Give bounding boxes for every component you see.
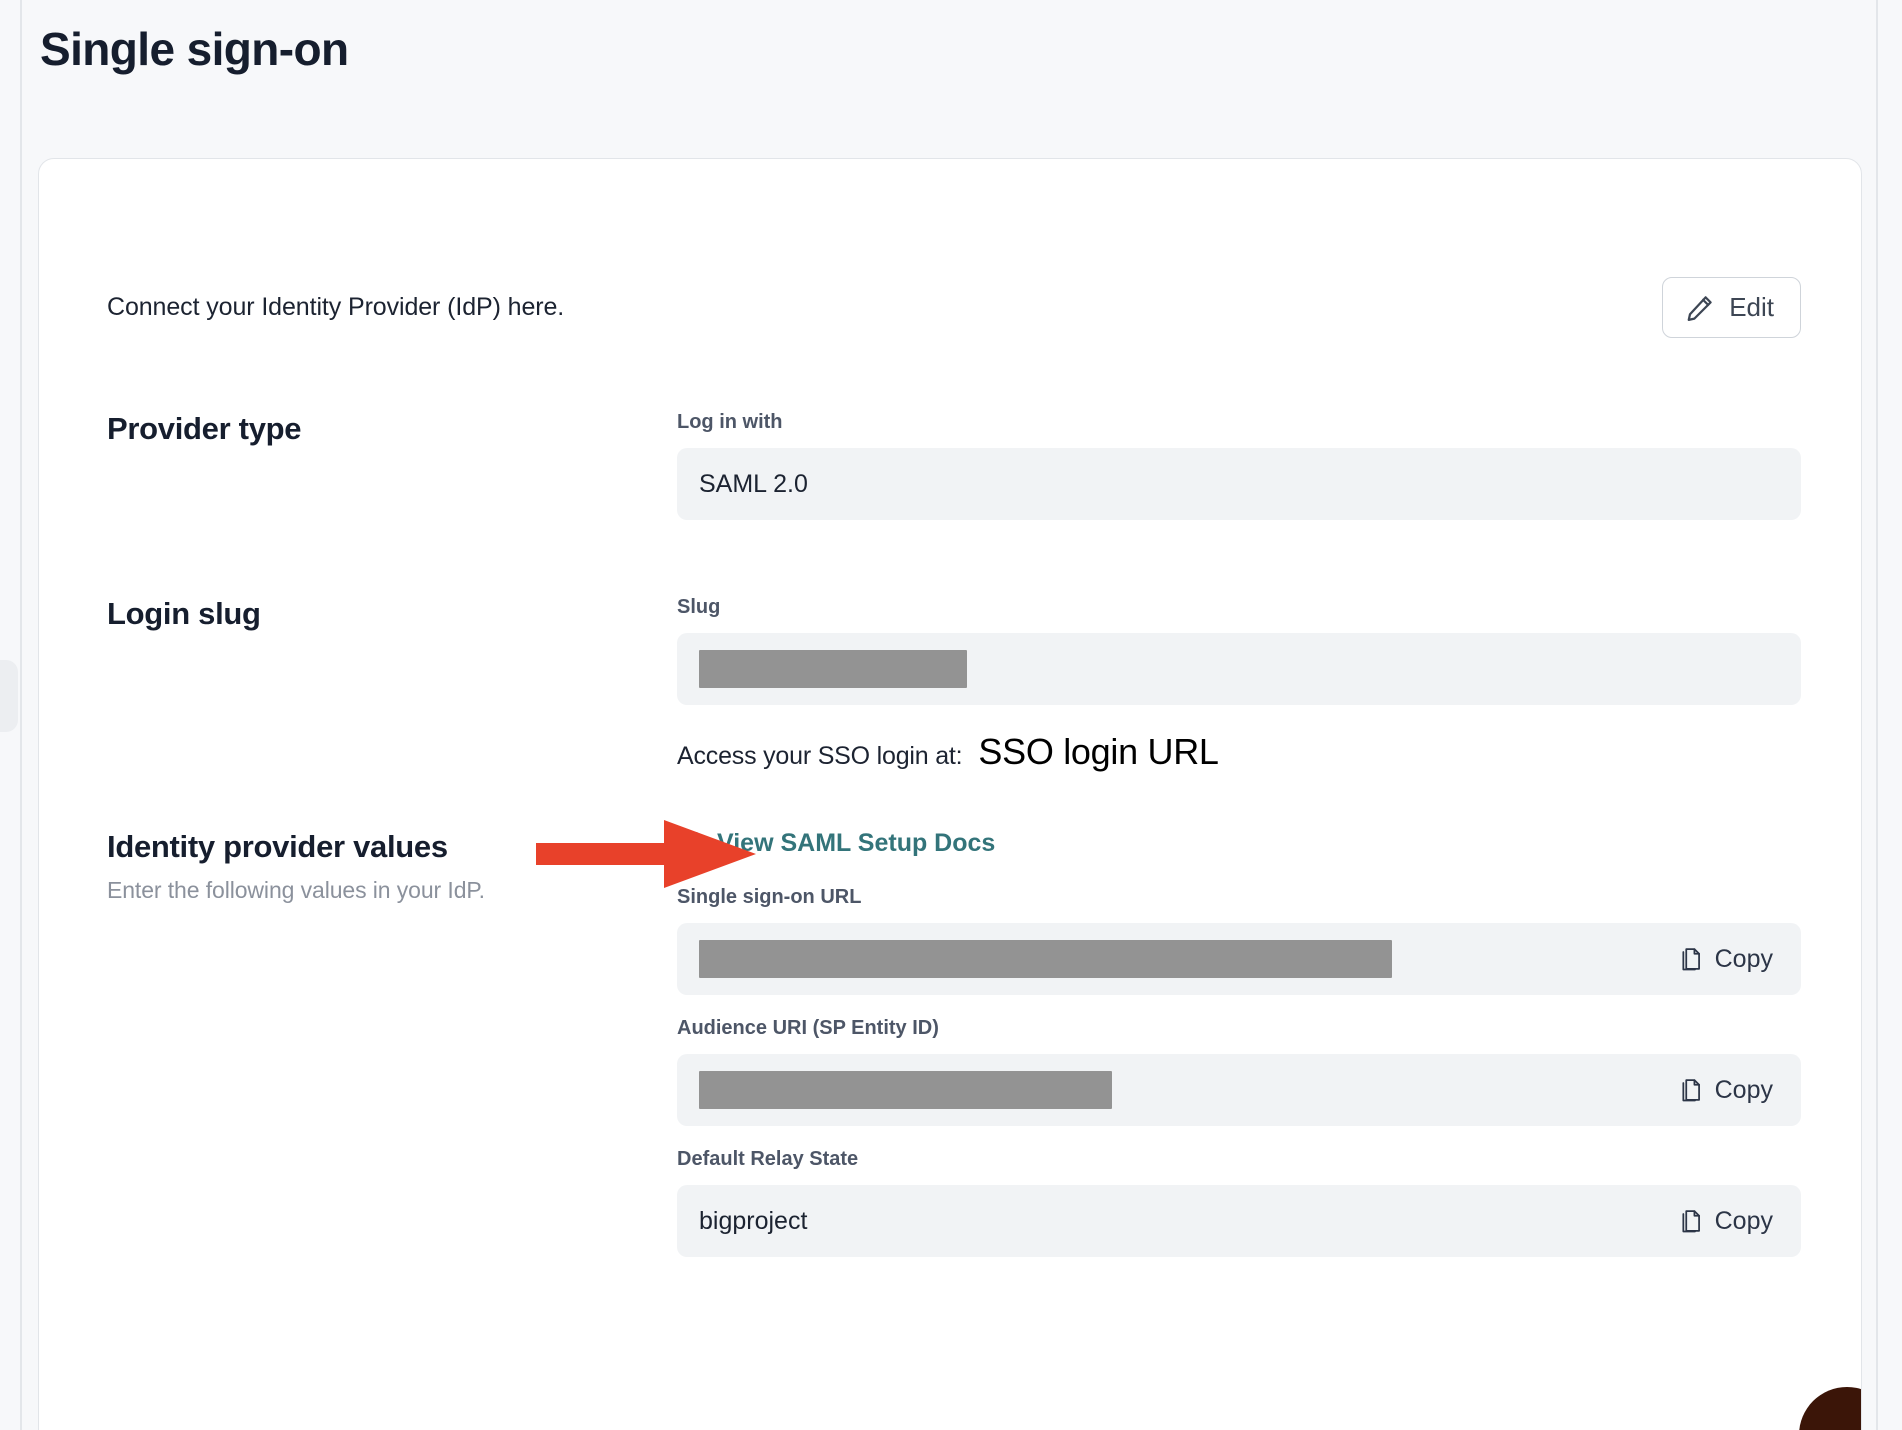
slug-field[interactable]: [677, 633, 1801, 705]
single-sign-on-url-redacted-value: [699, 940, 1392, 978]
annotation-arrow-icon: [536, 816, 756, 892]
single-sign-on-url-field[interactable]: Copy: [677, 923, 1801, 995]
section-login-slug: Login slug Slug Access your SSO login at…: [39, 596, 1861, 773]
intro-row: Connect your Identity Provider (IdP) her…: [39, 277, 1861, 338]
idp-values-subtitle: Enter the following values in your IdP.: [107, 877, 485, 903]
audience-uri-label: Audience URI (SP Entity ID): [677, 1017, 939, 1039]
idp-field-single-sign-on-url: Single sign-on URL Copy: [677, 886, 1801, 995]
idp-field-default-relay-state: Default Relay State bigproject: [677, 1148, 1801, 1257]
copy-single-sign-on-url-button[interactable]: Copy: [1679, 945, 1779, 974]
page-title: Single sign-on: [40, 23, 349, 75]
audience-uri-field[interactable]: Copy: [677, 1054, 1801, 1126]
login-slug-title: Login slug: [107, 596, 261, 631]
copy-default-relay-state-button[interactable]: Copy: [1679, 1207, 1779, 1236]
default-relay-state-label: Default Relay State: [677, 1148, 859, 1170]
copy-icon: [1679, 945, 1704, 973]
log-in-with-label: Log in with: [677, 411, 783, 433]
copy-icon: [1679, 1207, 1704, 1235]
left-drawer-handle[interactable]: [0, 660, 18, 732]
section-provider-type: Provider type Log in with SAML 2.0: [39, 411, 1861, 520]
log-in-with-field[interactable]: SAML 2.0: [677, 448, 1801, 520]
edit-button-label: Edit: [1729, 292, 1774, 322]
slug-redacted-value: [699, 650, 967, 688]
sso-login-url-value: SSO login URL: [978, 731, 1219, 772]
single-sign-on-url-label: Single sign-on URL: [677, 886, 862, 908]
copy-label: Copy: [1714, 944, 1773, 973]
left-viewport-divider: [20, 0, 22, 1430]
default-relay-state-value: bigproject: [699, 1206, 808, 1235]
slug-label: Slug: [677, 596, 721, 618]
copy-label: Copy: [1714, 1206, 1773, 1235]
sso-access-label: Access your SSO login at:: [677, 742, 963, 770]
copy-audience-uri-button[interactable]: Copy: [1679, 1076, 1779, 1105]
audience-uri-redacted-value: [699, 1071, 1112, 1109]
right-viewport-divider: [1876, 0, 1878, 1430]
view-saml-setup-docs-link[interactable]: View SAML Setup Docs: [677, 829, 995, 858]
view-saml-setup-docs-label: View SAML Setup Docs: [717, 829, 996, 857]
edit-button[interactable]: Edit: [1662, 277, 1801, 338]
sso-settings-card: Connect your Identity Provider (IdP) her…: [38, 158, 1862, 1430]
idp-field-audience-uri: Audience URI (SP Entity ID): [677, 1017, 1801, 1126]
provider-type-title: Provider type: [107, 411, 302, 446]
floating-corner-widget[interactable]: [1799, 1387, 1861, 1430]
idp-values-title: Identity provider values: [107, 829, 448, 864]
copy-icon: [1679, 1076, 1704, 1104]
log-in-with-value: SAML 2.0: [699, 469, 808, 498]
section-identity-provider-values: Identity provider values Enter the follo…: [39, 829, 1861, 1279]
default-relay-state-field[interactable]: bigproject Copy: [677, 1185, 1801, 1257]
copy-label: Copy: [1714, 1075, 1773, 1104]
pencil-icon: [1685, 293, 1715, 323]
intro-text: Connect your Identity Provider (IdP) her…: [107, 293, 565, 321]
sso-access-line: Access your SSO login at: SSO login URL: [677, 731, 1801, 773]
